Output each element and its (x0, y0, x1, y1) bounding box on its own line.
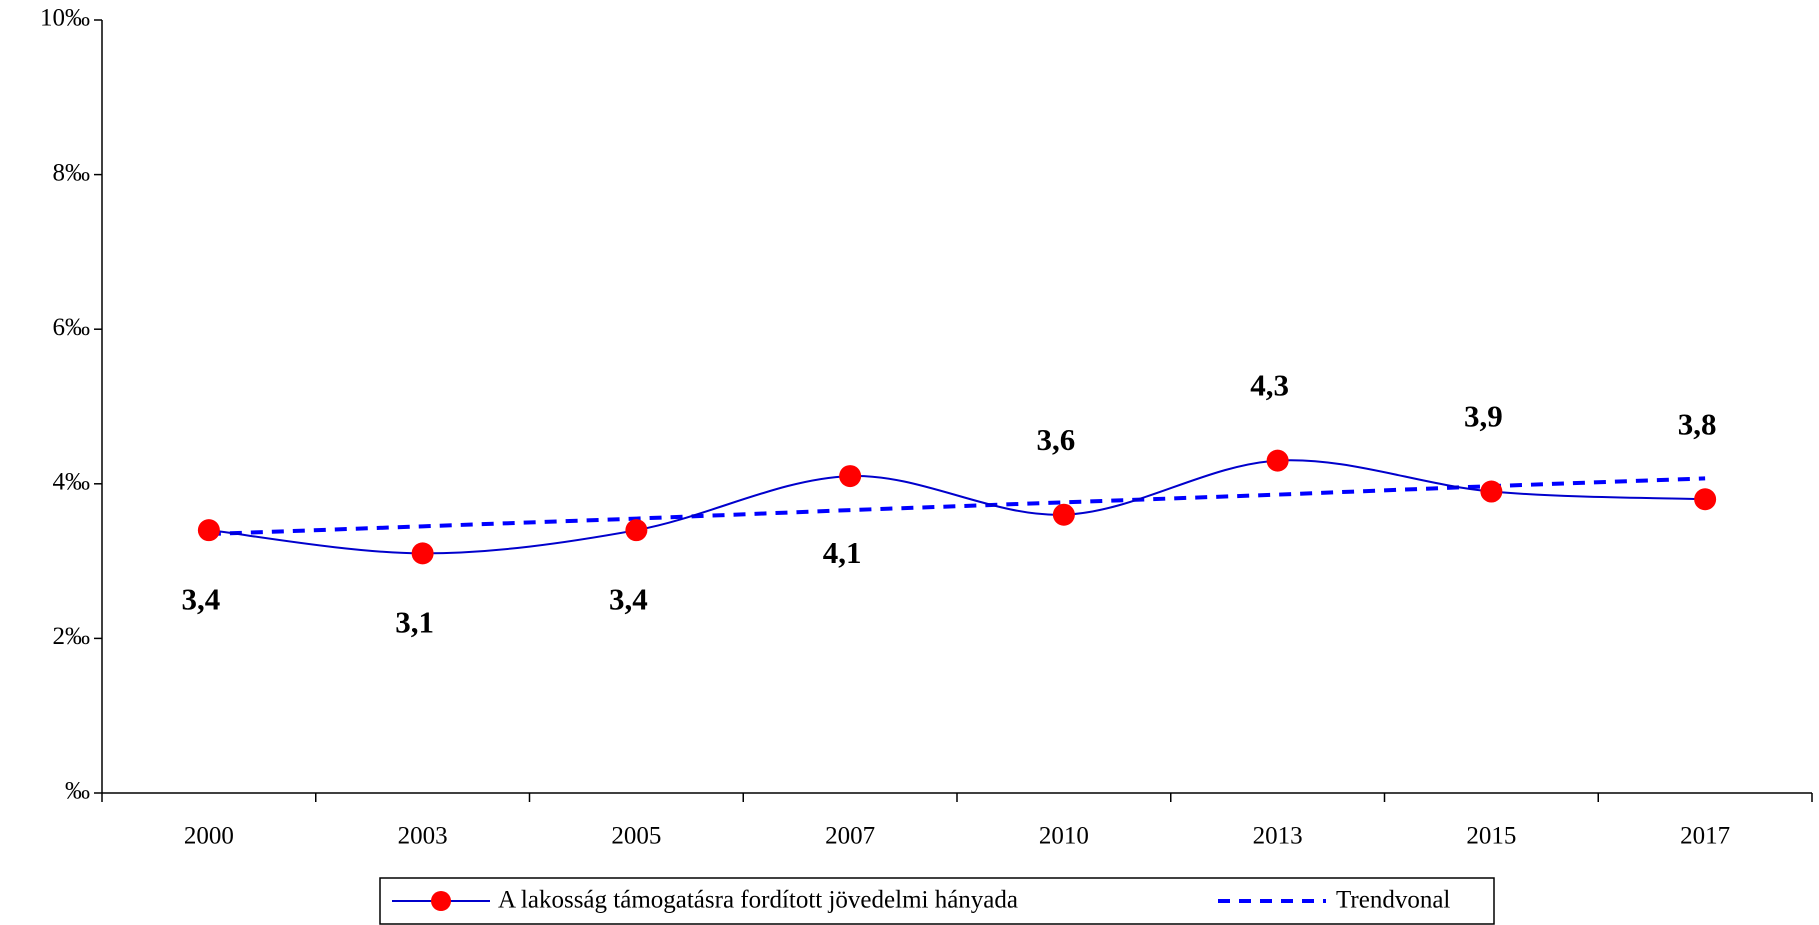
data-point (625, 519, 648, 542)
data-label: 3,8 (1678, 406, 1717, 441)
x-tick-label: 2005 (611, 823, 661, 850)
data-point (1266, 449, 1289, 472)
legend-label: A lakosság támogatásra fordított jövedel… (498, 887, 1018, 914)
x-tick-label: 2015 (1466, 823, 1516, 850)
data-label: 3,6 (1037, 422, 1076, 457)
x-tick-label: 2013 (1253, 823, 1303, 850)
data-label: 4,1 (823, 535, 862, 570)
x-tick-label: 2017 (1680, 823, 1730, 850)
data-label: 4,3 (1250, 368, 1289, 403)
y-tick-label: 2‰ (53, 623, 91, 650)
y-tick-label: ‰ (65, 778, 90, 805)
y-tick-label: 6‰ (53, 314, 91, 341)
data-point (1694, 488, 1717, 511)
trend-line (208, 476, 1706, 537)
x-tick-label: 2003 (398, 823, 448, 850)
x-tick-label: 2010 (1039, 823, 1089, 850)
x-tick-label: 2007 (825, 823, 875, 850)
data-point (839, 465, 862, 488)
series-line (208, 459, 1706, 555)
legend: A lakosság támogatásra fordított jövedel… (379, 877, 1495, 925)
data-label: 3,1 (395, 604, 434, 639)
data-point (1480, 480, 1503, 503)
data-point (197, 519, 220, 542)
y-tick-label: 4‰ (53, 469, 91, 496)
y-tick-label: 10‰ (40, 5, 90, 32)
data-point (1052, 503, 1075, 526)
data-label: 3,4 (182, 581, 221, 616)
x-tick-label: 2000 (184, 823, 234, 850)
legend-label: Trendvonal (1336, 887, 1450, 914)
y-tick-label: 8‰ (53, 159, 91, 186)
data-point (411, 542, 434, 565)
legend-marker (431, 891, 451, 911)
data-label: 3,9 (1464, 399, 1503, 434)
data-label: 3,4 (609, 581, 648, 616)
